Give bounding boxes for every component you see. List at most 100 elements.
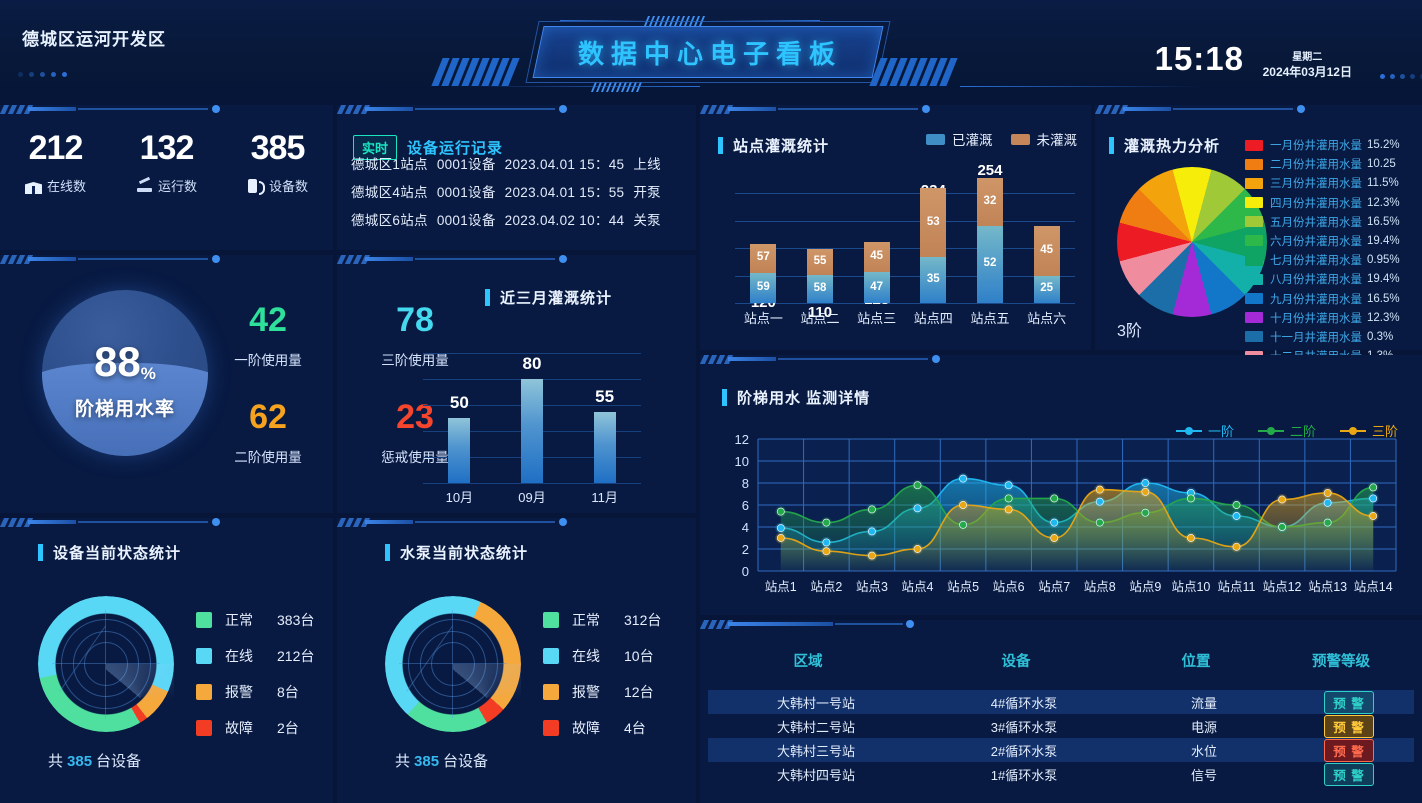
usage-tier-3: 78 三阶使用量 <box>359 303 471 369</box>
table-row[interactable]: 大韩村一号站 4#循环水泵 流量 预 警 <box>708 690 1414 714</box>
legend-item[interactable]: 未灌溉 <box>1010 129 1077 149</box>
list-item[interactable]: 德城区4站点 0001设备 2023.04.01 15：55 开泵 <box>351 181 670 201</box>
cell-area: 大韩村二号站 <box>776 719 855 735</box>
legend-item[interactable]: 故障 4台 <box>543 718 661 738</box>
legend-item[interactable]: 五月份井灌用水量 16.5% <box>1245 214 1400 230</box>
legend-value: 16.5% <box>1367 215 1400 228</box>
legend-value: 12台 <box>624 684 654 700</box>
bar-segment-not-irrigated: 32 <box>976 177 1003 226</box>
legend-value: 12.3% <box>1367 311 1400 324</box>
column-header-position: 位置 <box>1181 654 1211 670</box>
legend-label: 十一月井灌用水量 <box>1270 331 1362 344</box>
legend-value: 19.4% <box>1367 234 1400 247</box>
status-badge[interactable]: 预 警 <box>1324 690 1374 714</box>
legend-label: 一阶 <box>1207 424 1234 439</box>
segment-value: 45 <box>870 250 884 263</box>
bar-segment-not-irrigated: 57 <box>750 243 777 273</box>
pump-total: 共 385 台设备 <box>395 753 489 770</box>
panel-decoration <box>336 255 696 265</box>
legend-item[interactable]: 四月份井灌用水量 12.3% <box>1245 195 1400 211</box>
header-rule-topright <box>710 20 820 21</box>
pump-status-title: 水泵当前状态统计 <box>400 545 529 562</box>
device-status-donut <box>38 596 174 732</box>
panel-decoration <box>0 518 333 528</box>
radar-axis <box>452 610 453 718</box>
status-badge[interactable]: 预 警 <box>1324 762 1374 786</box>
legend-label: 报警 <box>572 684 600 700</box>
legend-item[interactable]: 在线 212台 <box>196 646 314 666</box>
device-total: 共 385 台设备 <box>48 753 142 770</box>
kpi-online-label: 在线数 <box>46 179 86 194</box>
status-badge[interactable]: 预 警 <box>1324 714 1374 738</box>
legend-item[interactable]: 七月份井灌用水量 0.95% <box>1245 252 1400 268</box>
bar-segment-irrigated: 58 <box>806 275 833 303</box>
cell-device: 1#循环水泵 <box>990 767 1058 783</box>
status-badge[interactable]: 预 警 <box>1324 738 1374 762</box>
legend-item[interactable]: 三月份井灌用水量 11.5% <box>1245 175 1400 191</box>
svg-text:站点13: 站点13 <box>1308 580 1347 594</box>
segment-value: 35 <box>926 273 940 286</box>
log-site: 德城区4站点 <box>351 185 428 200</box>
svg-text:10: 10 <box>735 454 749 469</box>
svg-text:站点4: 站点4 <box>902 580 934 594</box>
legend-label: 五月份井灌用水量 <box>1270 216 1362 229</box>
panel-decoration <box>336 105 696 115</box>
legend-item[interactable]: 已灌溉 <box>926 129 993 149</box>
three-month-title: 近三月灌溉统计 <box>500 290 613 307</box>
page-title: 数据中心电子看板 <box>577 39 842 69</box>
legend-item[interactable]: 六月份井灌用水量 19.4% <box>1245 233 1400 249</box>
heat-legend: 一月份井灌用水量 15.2% 二月份井灌用水量 10.25 三月份井灌用水量 11.5% 四… <box>1245 137 1400 367</box>
legend-item[interactable]: 十月份井灌用水量 12.3% <box>1245 310 1400 326</box>
panel-decoration <box>0 255 333 265</box>
legend-value: 212台 <box>277 648 315 664</box>
legend-item[interactable]: 二阶 <box>1257 421 1316 440</box>
legend-item[interactable]: 二月份井灌用水量 10.25 <box>1245 156 1400 172</box>
header-dots-right <box>1380 74 1422 79</box>
legend-item[interactable]: 正常 383台 <box>196 610 314 630</box>
three-month-title-group: 近三月灌溉统计 <box>485 287 612 308</box>
list-item[interactable]: 德城区6站点 0001设备 2023.04.02 10：44 关泵 <box>351 209 670 229</box>
legend-swatch <box>1245 235 1263 247</box>
gauge-unit: % <box>140 364 156 383</box>
cell-level: 预 警 <box>1284 714 1414 738</box>
svg-text:站点14: 站点14 <box>1354 580 1393 594</box>
x-tick-label: 10月 <box>445 490 474 505</box>
radar-ring <box>408 619 498 709</box>
table-row[interactable]: 大韩村三号站 2#循环水泵 水位 预 警 <box>708 738 1414 762</box>
kpi-running-label: 运行数 <box>157 179 197 194</box>
water-rate-gauge: 88% 阶梯用水率 <box>42 290 208 456</box>
heat-title: 灌溉热力分析 <box>1124 138 1221 155</box>
legend-item[interactable]: 三阶 <box>1339 421 1398 440</box>
list-item[interactable]: 德城区1站点 0001设备 2023.04.01 15：45 上线 <box>351 153 670 173</box>
chart-x-axis: 10月 09月 11月 <box>423 487 641 506</box>
bar-segment-not-irrigated: 45 <box>863 242 890 273</box>
kpi-panel: 212 在线数 132 运行数 385 设备数 <box>0 105 333 250</box>
legend-item[interactable]: 故障 2台 <box>196 718 314 738</box>
x-tick-label: 站点四 <box>913 311 953 326</box>
bar: 55 <box>593 387 616 483</box>
legend-item[interactable]: 八月份井灌用水量 19.4% <box>1245 271 1400 287</box>
legend-item[interactable]: 一阶 <box>1175 421 1234 440</box>
svg-text:8: 8 <box>742 476 749 491</box>
bar-segment-irrigated: 25 <box>1033 275 1060 303</box>
bar-segment-not-irrigated: 53 <box>920 187 947 258</box>
table-row[interactable]: 大韩村二号站 3#循环水泵 电源 预 警 <box>708 714 1414 738</box>
cell-position: 水位 <box>1190 743 1217 759</box>
table-row[interactable]: 大韩村四号站 1#循环水泵 信号 预 警 <box>708 762 1414 786</box>
legend-label: 三月份井灌用水量 <box>1270 178 1362 191</box>
legend-item[interactable]: 十一月井灌用水量 0.3% <box>1245 329 1400 345</box>
legend-item[interactable]: 报警 8台 <box>196 682 314 702</box>
legend-item[interactable]: 正常 312台 <box>543 610 661 630</box>
legend-item[interactable]: 报警 12台 <box>543 682 661 702</box>
legend-label: 故障 <box>572 720 600 736</box>
usage-tier-2-label: 二阶使用量 <box>234 450 302 465</box>
legend-item[interactable]: 在线 10台 <box>543 646 661 666</box>
kpi-devices-label: 设备数 <box>268 179 308 194</box>
legend-swatch <box>926 133 945 145</box>
heat-title-group: 灌溉热力分析 <box>1109 135 1220 156</box>
legend-item[interactable]: 一月份井灌用水量 15.2% <box>1245 137 1400 153</box>
legend-label: 已灌溉 <box>952 133 993 148</box>
date-label: 2024年03月12日 <box>1262 64 1352 79</box>
legend-item[interactable]: 九月份井灌用水量 16.5% <box>1245 291 1400 307</box>
cell-position: 电源 <box>1190 719 1217 735</box>
